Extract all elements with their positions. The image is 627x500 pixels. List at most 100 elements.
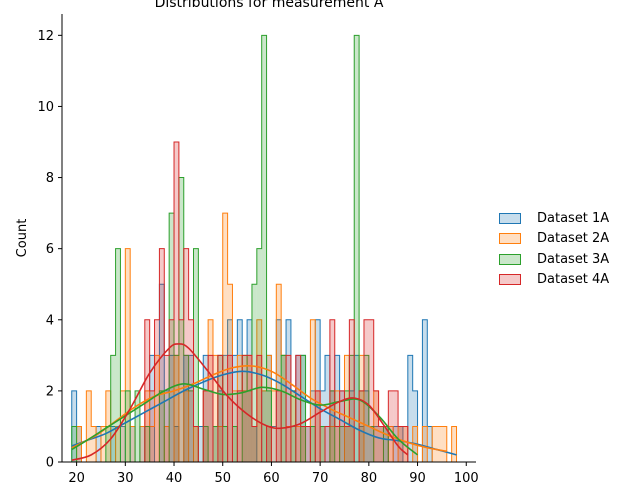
histogram-bar	[242, 355, 248, 462]
histogram-bar	[154, 319, 160, 462]
y-tick-label: 2	[46, 384, 54, 399]
histogram-bar	[349, 355, 355, 462]
histogram-bar	[295, 355, 301, 462]
histogram-bar	[402, 426, 408, 462]
histogram-bar	[373, 390, 379, 462]
histogram-bar	[212, 355, 218, 462]
histogram-bar	[271, 390, 277, 462]
histogram-bar	[232, 355, 238, 462]
histogram-bar	[212, 426, 218, 462]
histogram-bar	[320, 426, 326, 462]
histogram-bar	[402, 426, 408, 462]
x-tick-label: 20	[68, 471, 85, 486]
histogram-bar	[242, 390, 248, 462]
legend-label: Dataset 3A	[537, 251, 610, 267]
histogram-bar	[208, 390, 213, 462]
histogram-bar	[363, 355, 369, 462]
histogram-bar	[339, 390, 345, 462]
histogram-bar	[149, 426, 155, 462]
histogram-bar	[422, 319, 428, 462]
histogram-bar	[427, 426, 433, 462]
histogram-bar	[174, 355, 179, 462]
axes	[61, 14, 476, 463]
histogram-bar	[378, 426, 384, 462]
x-tick-label: 100	[454, 471, 479, 486]
histogram-bar	[183, 355, 189, 462]
histogram-bar	[125, 390, 131, 462]
histogram-bar	[295, 426, 301, 462]
legend-label: Dataset 1A	[537, 210, 610, 226]
histogram-bar	[130, 426, 136, 462]
histogram-bar	[188, 319, 194, 462]
histogram-bar	[125, 248, 131, 462]
histogram-bar	[198, 426, 204, 462]
histogram-bar	[159, 390, 165, 462]
histogram-bar	[329, 390, 335, 462]
histogram-bar	[344, 426, 350, 462]
histogram-bar	[359, 426, 364, 462]
histogram-bar	[281, 355, 287, 462]
histogram-bar	[378, 426, 384, 462]
histogram-bar	[334, 426, 340, 462]
x-tick-label: 50	[214, 471, 231, 486]
histogram-bar	[217, 426, 223, 462]
histogram-bar	[227, 355, 233, 462]
histogram-bar	[232, 426, 238, 462]
y-tick-label: 12	[37, 29, 54, 44]
histogram-bar	[247, 355, 252, 462]
histogram-bar	[305, 426, 311, 462]
histogram-bar	[315, 390, 321, 462]
histogram-bar	[261, 390, 267, 462]
histogram-bar	[115, 426, 121, 462]
histogram-bar	[222, 355, 228, 462]
histogram-bar	[178, 319, 184, 462]
histogram-bar	[256, 319, 262, 462]
histogram-bars	[71, 34, 458, 463]
histogram-bar	[174, 142, 179, 462]
histogram-bar	[368, 319, 374, 462]
histogram-bar	[310, 319, 316, 462]
histogram-bar	[398, 426, 403, 462]
histogram-bar	[174, 355, 179, 462]
x-ticks: 20 30 40 50 60 70 80 90 100	[68, 462, 479, 486]
histogram-bar	[325, 426, 330, 462]
histogram-bar	[407, 355, 413, 462]
histogram-bar	[266, 426, 272, 462]
histogram-bar	[276, 284, 282, 462]
histogram-bar	[188, 390, 194, 462]
series-4-kde-line	[71, 343, 409, 461]
histogram-bar	[300, 426, 306, 462]
y-tick-label: 0	[46, 456, 54, 471]
histogram-bar	[188, 355, 194, 462]
series-1-kde-line	[71, 370, 457, 456]
histogram-bar	[329, 426, 335, 462]
y-axis-label: Count	[15, 219, 30, 258]
histogram-bar	[149, 390, 155, 462]
legend-swatch	[499, 274, 521, 286]
histogram-bar	[251, 426, 257, 462]
histogram-bar	[183, 390, 189, 462]
x-tick-label: 60	[263, 471, 280, 486]
histogram-bar	[437, 426, 442, 462]
histogram-bar	[96, 426, 101, 462]
histogram-bar	[300, 426, 306, 462]
histogram-bar	[169, 213, 175, 462]
histogram-bar	[261, 35, 267, 462]
histogram-bar	[349, 426, 355, 462]
y-tick-label: 4	[46, 313, 54, 328]
histogram-bar	[339, 426, 345, 462]
histogram-bar	[217, 355, 223, 462]
histogram-bar	[183, 248, 189, 462]
histogram-bar	[281, 355, 287, 462]
histogram-bar	[222, 213, 228, 462]
histogram-bar	[193, 426, 199, 462]
histogram-bar	[251, 426, 257, 462]
legend-swatch	[499, 233, 521, 245]
legend-swatch	[499, 253, 521, 265]
legend-label: Dataset 2A	[537, 231, 610, 247]
histogram-bar	[183, 355, 189, 462]
histogram-bar	[359, 390, 364, 462]
x-tick-label: 70	[312, 471, 329, 486]
histogram-bar	[359, 355, 364, 462]
